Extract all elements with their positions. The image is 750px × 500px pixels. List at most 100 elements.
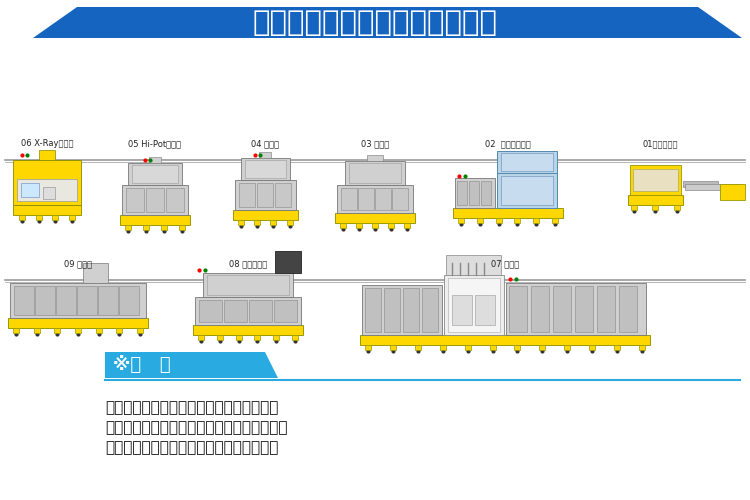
Bar xyxy=(477,218,483,223)
Bar xyxy=(199,300,222,322)
Bar xyxy=(552,218,558,223)
Text: 08 激光焊接机: 08 激光焊接机 xyxy=(229,259,267,268)
Bar xyxy=(274,300,297,322)
Bar xyxy=(34,328,40,333)
Bar xyxy=(292,335,298,340)
Bar xyxy=(273,335,279,340)
Bar xyxy=(98,286,118,315)
Text: 01极组供料机: 01极组供料机 xyxy=(642,139,678,148)
Bar xyxy=(444,275,504,335)
Bar xyxy=(632,169,677,191)
Bar xyxy=(365,345,371,350)
Bar xyxy=(232,210,298,220)
Bar xyxy=(146,188,164,212)
Text: 07 注液机: 07 注液机 xyxy=(490,259,519,268)
Bar xyxy=(501,176,553,205)
Bar xyxy=(358,188,374,210)
Bar xyxy=(388,223,394,228)
Bar xyxy=(149,157,161,163)
Bar xyxy=(628,195,682,205)
Bar xyxy=(720,184,745,200)
Bar xyxy=(126,188,144,212)
Bar xyxy=(362,285,442,335)
Bar xyxy=(241,158,290,180)
Bar xyxy=(270,220,276,225)
Bar xyxy=(43,187,55,199)
Bar xyxy=(8,318,148,328)
Bar xyxy=(120,215,190,225)
Bar xyxy=(75,328,81,333)
Bar xyxy=(13,205,81,215)
Bar xyxy=(631,205,637,210)
Bar xyxy=(132,165,178,183)
Bar xyxy=(501,153,553,171)
Bar xyxy=(597,286,615,332)
Bar xyxy=(553,286,571,332)
Bar xyxy=(203,273,293,297)
Bar xyxy=(137,328,143,333)
Bar xyxy=(345,161,405,185)
Bar xyxy=(35,286,55,315)
Bar xyxy=(446,255,501,275)
Text: 03 底焊机: 03 底焊机 xyxy=(361,139,389,148)
Bar xyxy=(119,286,139,315)
Bar xyxy=(481,181,491,205)
Bar xyxy=(274,183,290,207)
Bar xyxy=(533,218,539,223)
Bar xyxy=(275,251,301,273)
Bar xyxy=(490,345,496,350)
Bar xyxy=(116,328,122,333)
Text: 适用于圆柱形锂电池的全自动生产和制造。: 适用于圆柱形锂电池的全自动生产和制造。 xyxy=(105,400,278,415)
Bar xyxy=(685,184,740,190)
Bar xyxy=(531,286,549,332)
Polygon shape xyxy=(105,352,278,378)
Bar xyxy=(19,215,25,220)
Bar xyxy=(96,328,102,333)
Bar xyxy=(143,225,149,230)
Bar xyxy=(639,345,645,350)
Bar xyxy=(514,218,520,223)
Bar xyxy=(198,335,204,340)
Bar xyxy=(341,188,357,210)
Bar xyxy=(128,163,182,185)
Polygon shape xyxy=(33,7,742,38)
Bar xyxy=(440,345,446,350)
Bar xyxy=(179,225,185,230)
Bar xyxy=(236,335,242,340)
Bar xyxy=(452,295,472,325)
Bar xyxy=(17,179,77,201)
Text: 工艺过程包括：由自动一体卷绕机（不包含）: 工艺过程包括：由自动一体卷绕机（不包含） xyxy=(105,420,287,435)
Bar xyxy=(497,151,557,173)
Bar xyxy=(356,223,362,228)
Text: 的极组自动下料装舟开始，到电池喷码套标: 的极组自动下料装舟开始，到电池喷码套标 xyxy=(105,440,278,455)
Bar xyxy=(422,288,438,332)
Bar xyxy=(365,288,381,332)
Bar xyxy=(340,223,346,228)
Bar xyxy=(207,275,289,295)
Bar xyxy=(77,286,97,315)
Bar xyxy=(564,345,570,350)
Bar xyxy=(13,328,19,333)
Bar xyxy=(54,328,60,333)
Bar xyxy=(238,220,244,225)
Bar xyxy=(392,188,408,210)
Bar xyxy=(367,155,383,161)
Bar xyxy=(349,163,401,183)
Text: 06 X-Ray检测机: 06 X-Ray检测机 xyxy=(21,139,74,148)
Bar xyxy=(469,181,479,205)
Bar xyxy=(69,215,75,220)
Bar xyxy=(238,183,254,207)
Bar xyxy=(193,325,303,335)
Bar xyxy=(360,335,650,345)
Bar xyxy=(575,286,593,332)
Bar xyxy=(21,183,39,197)
Bar xyxy=(415,345,421,350)
Bar xyxy=(372,223,378,228)
Bar xyxy=(335,213,415,223)
Bar xyxy=(614,345,620,350)
Bar xyxy=(254,335,260,340)
Bar xyxy=(375,188,391,210)
Bar xyxy=(539,345,545,350)
Bar xyxy=(506,283,646,335)
Bar xyxy=(403,288,419,332)
